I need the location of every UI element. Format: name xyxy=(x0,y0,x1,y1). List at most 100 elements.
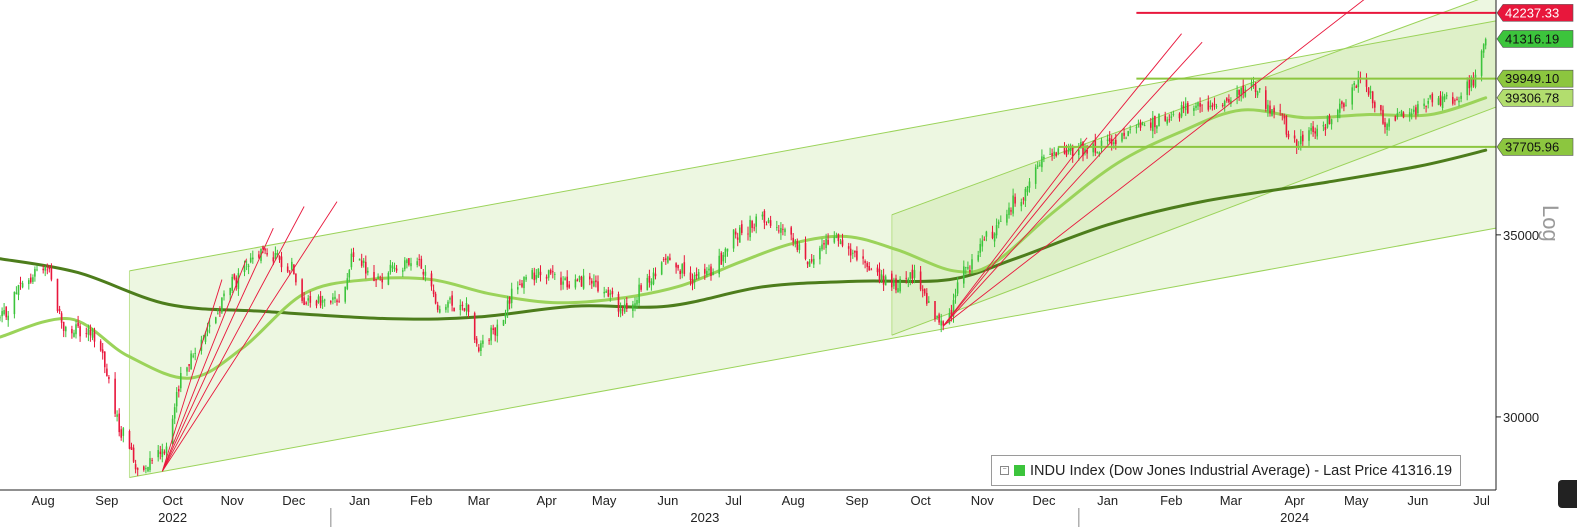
price-candle xyxy=(1398,111,1401,114)
price-candle xyxy=(93,327,96,348)
price-candle xyxy=(1121,132,1123,143)
price-candle xyxy=(1310,123,1312,135)
price-candle xyxy=(217,308,219,315)
price-candle xyxy=(130,442,133,450)
price-tags: 42237.33 41316.19 39949.10 39306.78 37705.96 xyxy=(1496,4,1574,156)
price-candle xyxy=(804,236,807,261)
price-tag-label: 37705.96 xyxy=(1505,139,1559,154)
price-candle xyxy=(675,262,677,274)
price-candle xyxy=(870,267,873,271)
price-candle xyxy=(852,249,854,259)
price-candle xyxy=(447,299,449,313)
price-candle xyxy=(89,324,92,342)
price-candle xyxy=(449,296,451,304)
price-candle xyxy=(317,294,320,304)
price-candle xyxy=(338,294,340,303)
price-candle xyxy=(1281,113,1284,121)
price-candle xyxy=(1386,122,1388,136)
price-candle xyxy=(266,248,268,257)
price-candle xyxy=(991,225,994,240)
price-candle xyxy=(862,249,864,265)
legend-collapse-icon[interactable]: − xyxy=(1000,466,1009,475)
price-candle xyxy=(1082,141,1084,162)
price-candle xyxy=(1221,103,1224,108)
price-candle xyxy=(833,231,836,244)
y-tick-label: 30000 xyxy=(1503,410,1539,425)
price-candle xyxy=(467,304,470,318)
price-candle xyxy=(463,307,466,312)
price-candle xyxy=(545,274,548,285)
price-candle xyxy=(1108,131,1111,143)
price-candle xyxy=(1254,82,1257,98)
price-candle xyxy=(751,219,753,233)
price-candle xyxy=(424,265,427,282)
price-candle xyxy=(521,280,523,289)
price-candle xyxy=(1258,87,1261,93)
price-candle xyxy=(1187,101,1189,114)
price-candle xyxy=(5,306,7,320)
price-candle xyxy=(880,269,883,283)
price-candle xyxy=(1084,143,1086,156)
price-candle xyxy=(971,254,973,274)
price-candle xyxy=(1380,104,1382,115)
x-month-label: Dec xyxy=(282,493,306,508)
price-candle xyxy=(17,284,20,301)
price-candle xyxy=(387,271,390,286)
price-candle xyxy=(1484,37,1487,50)
price-candle xyxy=(1,307,3,323)
chart-options-button[interactable] xyxy=(1558,480,1577,508)
price-candle xyxy=(1238,89,1240,101)
price-candle xyxy=(237,268,240,296)
price-candle xyxy=(634,297,636,312)
price-candle xyxy=(810,254,813,264)
price-candle xyxy=(619,302,622,318)
price-candle xyxy=(636,296,638,309)
fan-lines-layer xyxy=(161,0,1365,472)
price-candle xyxy=(1402,111,1405,119)
price-candle xyxy=(60,311,63,329)
price-candle xyxy=(1051,148,1053,161)
price-candle xyxy=(373,265,375,282)
price-candle xyxy=(1069,143,1072,155)
price-candle xyxy=(578,275,581,283)
price-candles-layer xyxy=(0,37,1487,476)
price-candle xyxy=(488,338,490,345)
price-candle xyxy=(691,273,694,291)
price-candle xyxy=(1141,121,1144,126)
x-month-label: Feb xyxy=(1160,493,1182,508)
price-tag-2: 39949.10 xyxy=(1496,69,1574,88)
price-candle xyxy=(1098,151,1101,157)
price-candle xyxy=(1425,105,1427,113)
price-candle xyxy=(864,259,866,269)
channel-1-band xyxy=(891,0,1496,336)
price-tag-0: 42237.33 xyxy=(1496,4,1574,22)
price-candle xyxy=(531,268,533,280)
channel-0-upper xyxy=(129,20,1497,272)
price-candle xyxy=(993,232,996,248)
price-candle xyxy=(192,353,194,359)
price-candle xyxy=(921,285,924,298)
price-candle xyxy=(163,449,166,456)
x-month-label: Dec xyxy=(1032,493,1056,508)
price-candle xyxy=(149,451,151,473)
price-candle xyxy=(576,278,579,282)
price-candle xyxy=(899,276,901,294)
price-candle xyxy=(233,273,236,281)
price-candle xyxy=(1154,115,1156,135)
price-candle xyxy=(278,255,281,263)
price-candle xyxy=(1413,105,1415,115)
price-candle xyxy=(1020,198,1023,212)
price-candle xyxy=(1026,185,1029,196)
price-candle xyxy=(478,344,480,353)
price-candle xyxy=(1330,118,1333,130)
price-candle xyxy=(1168,114,1171,123)
price-candle xyxy=(985,230,988,242)
price-candle xyxy=(677,264,679,271)
price-candle xyxy=(1384,117,1386,134)
price-candle xyxy=(632,300,634,318)
price-candle xyxy=(159,445,162,460)
price-candle xyxy=(85,327,88,338)
price-candle xyxy=(963,260,965,288)
price-candle xyxy=(708,264,710,275)
x-year-label: 2024 xyxy=(1280,510,1309,525)
